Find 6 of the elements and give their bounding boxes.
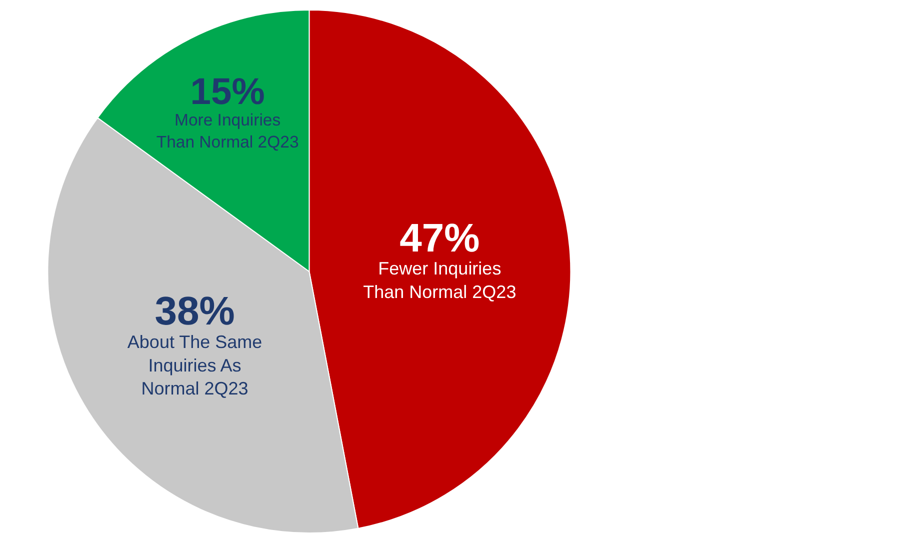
slice-label: About The Same Inquiries As Normal 2Q23	[127, 332, 262, 399]
data-label: 15%	[190, 70, 265, 112]
slice-label: Fewer Inquiries Than Normal 2Q23	[363, 258, 516, 302]
slice-label: More Inquiries Than Normal 2Q23	[156, 110, 299, 152]
data-label: 38%	[154, 290, 235, 334]
data-label: 47%	[400, 216, 480, 260]
